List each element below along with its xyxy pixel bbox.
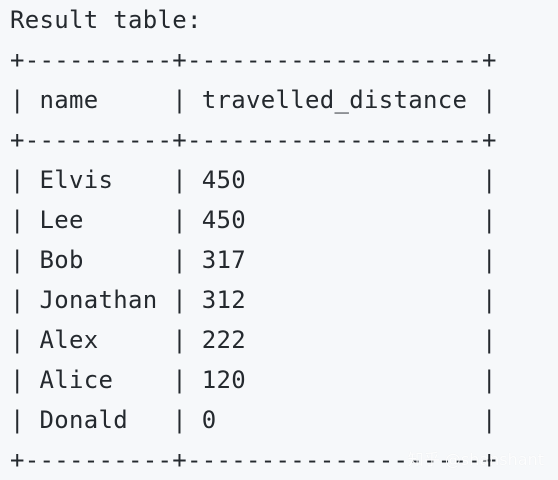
- result-heading: Result table:: [10, 6, 202, 34]
- table-row: | Elvis | 450 |: [10, 166, 497, 194]
- table-row: | Alex | 222 |: [10, 326, 497, 354]
- table-border-top: +----------+--------------------+: [10, 46, 497, 74]
- table-border-header: +----------+--------------------+: [10, 126, 497, 154]
- table-border-bottom: +----------+--------------------+: [10, 446, 497, 474]
- watermark-text: 知乎 @shanshant: [407, 450, 544, 469]
- table-row: | Donald | 0 |: [10, 406, 497, 434]
- table-header-row: | name | travelled_distance |: [10, 86, 497, 114]
- table-row: | Bob | 317 |: [10, 246, 497, 274]
- table-row: | Alice | 120 |: [10, 366, 497, 394]
- table-row: | Jonathan | 312 |: [10, 286, 497, 314]
- table-row: | Lee | 450 |: [10, 206, 497, 234]
- result-table-text: Result table: +----------+---------------…: [10, 0, 497, 480]
